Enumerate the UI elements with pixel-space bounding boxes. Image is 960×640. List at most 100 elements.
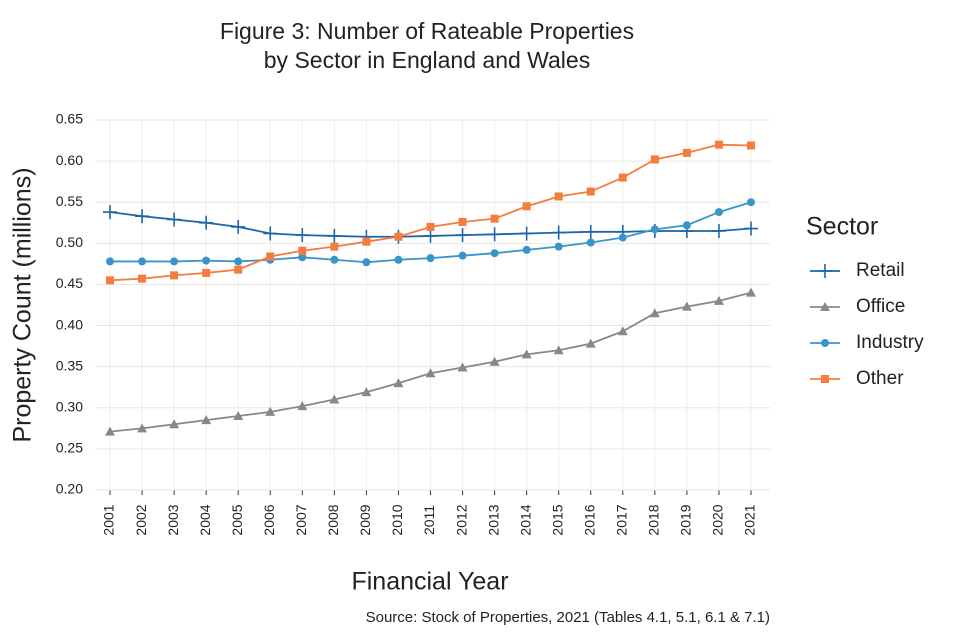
x-tick-label: 2010 xyxy=(389,504,405,535)
x-tick-label: 2012 xyxy=(453,504,469,535)
point xyxy=(714,208,723,217)
point xyxy=(394,232,403,241)
point xyxy=(263,226,278,241)
point xyxy=(711,224,726,238)
point xyxy=(394,255,403,264)
point xyxy=(362,258,371,267)
point xyxy=(551,225,566,240)
point xyxy=(554,192,563,201)
x-axis-label: Financial Year xyxy=(351,568,508,596)
x-tick-label: 2015 xyxy=(549,504,565,535)
point xyxy=(521,349,532,359)
x-tick-label: 2005 xyxy=(229,504,245,535)
x-tick-label: 2020 xyxy=(710,504,726,535)
x-tick-label: 2001 xyxy=(101,504,117,535)
x-tick-label: 2006 xyxy=(261,504,277,535)
point xyxy=(489,356,500,366)
point xyxy=(266,252,275,261)
point xyxy=(818,264,832,278)
point xyxy=(138,274,147,283)
x-tick-label: 2014 xyxy=(517,504,533,535)
point xyxy=(746,287,756,297)
point xyxy=(649,308,660,318)
point xyxy=(327,228,342,243)
point xyxy=(135,209,150,224)
y-tick-label: 0.65 xyxy=(56,111,83,127)
point xyxy=(682,148,691,157)
legend-label: Retail xyxy=(856,260,905,281)
point xyxy=(522,202,531,211)
y-tick-label: 0.25 xyxy=(56,440,83,456)
point xyxy=(650,225,659,234)
point xyxy=(330,255,339,264)
y-tick-label: 0.35 xyxy=(56,357,83,373)
point xyxy=(234,265,243,274)
point xyxy=(361,387,372,397)
point xyxy=(330,242,339,251)
point xyxy=(170,257,179,266)
point xyxy=(137,423,148,433)
point xyxy=(105,426,115,436)
y-tick-label: 0.50 xyxy=(56,234,83,250)
point xyxy=(519,226,534,241)
point xyxy=(426,222,435,231)
y-tick-label: 0.20 xyxy=(56,481,83,497)
point xyxy=(650,155,659,164)
point xyxy=(586,238,595,247)
y-tick-label: 0.45 xyxy=(56,275,83,291)
point xyxy=(714,140,723,149)
point xyxy=(138,257,147,266)
chart-title: by Sector in England and Wales xyxy=(264,47,590,73)
chart-title: Figure 3: Number of Rateable Properties xyxy=(220,18,634,44)
point xyxy=(199,215,214,230)
point xyxy=(265,406,276,416)
legend-label: Industry xyxy=(856,332,924,353)
x-tick-label: 2002 xyxy=(133,504,149,535)
y-tick-label: 0.60 xyxy=(56,152,83,168)
point xyxy=(298,253,307,262)
y-tick-label: 0.30 xyxy=(56,398,83,414)
y-tick-label: 0.55 xyxy=(56,193,83,209)
point xyxy=(167,212,182,227)
x-tick-label: 2019 xyxy=(678,504,694,535)
point xyxy=(490,249,499,258)
point xyxy=(682,221,691,230)
point xyxy=(106,257,114,266)
point xyxy=(295,228,310,243)
point xyxy=(297,401,308,411)
x-tick-label: 2003 xyxy=(165,504,181,535)
point xyxy=(821,339,829,347)
point xyxy=(553,345,564,355)
legend-label: Other xyxy=(856,368,904,389)
point xyxy=(585,338,596,348)
point xyxy=(713,295,724,305)
point xyxy=(393,378,404,388)
point xyxy=(233,411,244,420)
point xyxy=(583,224,598,239)
point xyxy=(425,368,436,378)
source-note: Source: Stock of Properties, 2021 (Table… xyxy=(366,609,770,626)
y-tick-label: 0.40 xyxy=(56,316,83,332)
point xyxy=(169,419,180,429)
point xyxy=(618,233,627,242)
x-tick-label: 2007 xyxy=(293,504,309,535)
point xyxy=(554,242,563,251)
point xyxy=(747,198,755,207)
point xyxy=(820,302,830,311)
x-tick-label: 2013 xyxy=(485,504,501,535)
x-tick-label: 2018 xyxy=(646,504,662,535)
point xyxy=(458,251,467,260)
point xyxy=(617,326,628,336)
x-tick-label: 2009 xyxy=(357,504,373,535)
point xyxy=(231,219,246,234)
legend-label: Office xyxy=(856,296,905,317)
point xyxy=(329,394,340,404)
x-tick-label: 2008 xyxy=(325,504,341,535)
point xyxy=(170,271,179,280)
point xyxy=(681,301,692,311)
x-tick-label: 2011 xyxy=(421,505,437,535)
point xyxy=(423,228,438,243)
point xyxy=(618,173,627,182)
point xyxy=(744,221,758,236)
x-tick-label: 2021 xyxy=(742,504,758,535)
